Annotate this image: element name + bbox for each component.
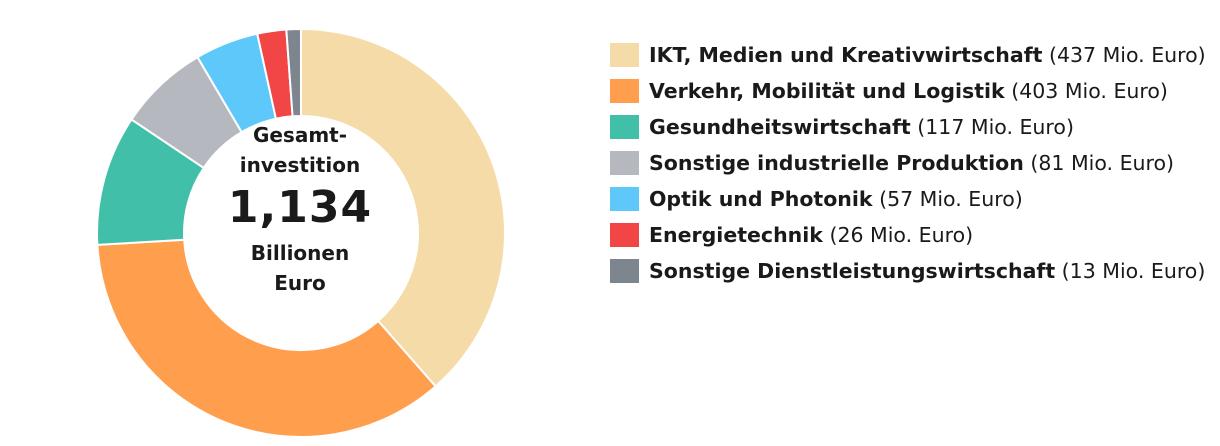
legend-value: (13 Mio. Euro) [1061,259,1206,283]
donut-chart: Gesamt- investition 1,134 Billionen Euro [0,0,600,446]
legend-swatch [610,259,639,283]
center-label-line1: Gesamt- [252,123,348,147]
legend-swatch [610,223,639,247]
legend-value: (403 Mio. Euro) [1011,79,1168,103]
legend-item: Sonstige Dienstleistungswirtschaft (13 M… [610,253,1215,289]
donut-slice [285,27,302,118]
donut-svg [96,27,506,438]
legend-value: (437 Mio. Euro) [1048,43,1206,67]
legend-item: Gesundheitswirtschaft (117 Mio. Euro) [610,109,1215,145]
legend-label: Energietechnik [649,223,823,247]
legend-label: Optik und Photonik [649,187,873,211]
legend: IKT, Medien und Kreativwirtschaft (437 M… [610,37,1215,289]
legend-item: Energietechnik (26 Mio. Euro) [610,217,1215,253]
total-value: 1,134 [227,182,373,233]
center-unit-line2: Euro [274,271,326,295]
legend-swatch [610,151,639,175]
legend-label: Sonstige industrielle Produktion [649,151,1024,175]
legend-value: (81 Mio. Euro) [1030,151,1175,175]
donut-slice [96,238,437,438]
legend-item: Sonstige industrielle Produktion (81 Mio… [610,145,1215,181]
center-unit-line1: Billionen [250,241,350,265]
center-label-line2: investition [239,153,361,177]
legend-label: Gesundheitswirtschaft [649,115,911,139]
legend-value: (26 Mio. Euro) [829,223,974,247]
legend-swatch [610,43,639,67]
donut-slice [300,27,506,388]
legend-label: Verkehr, Mobilität und Logistik [649,79,1005,103]
legend-item: IKT, Medien und Kreativwirtschaft (437 M… [610,37,1215,73]
legend-swatch [610,115,639,139]
donut-center-text: Gesamt- investition 1,134 Billionen Euro [150,120,450,298]
legend-item: Optik und Photonik (57 Mio. Euro) [610,181,1215,217]
legend-label: Sonstige Dienstleistungswirtschaft [649,259,1056,283]
legend-item: Verkehr, Mobilität und Logistik (403 Mio… [610,73,1215,109]
legend-swatch [610,79,639,103]
legend-value: (57 Mio. Euro) [879,187,1023,211]
legend-swatch [610,187,639,211]
legend-value: (117 Mio. Euro) [917,115,1074,139]
legend-label: IKT, Medien und Kreativwirtschaft [649,43,1043,67]
